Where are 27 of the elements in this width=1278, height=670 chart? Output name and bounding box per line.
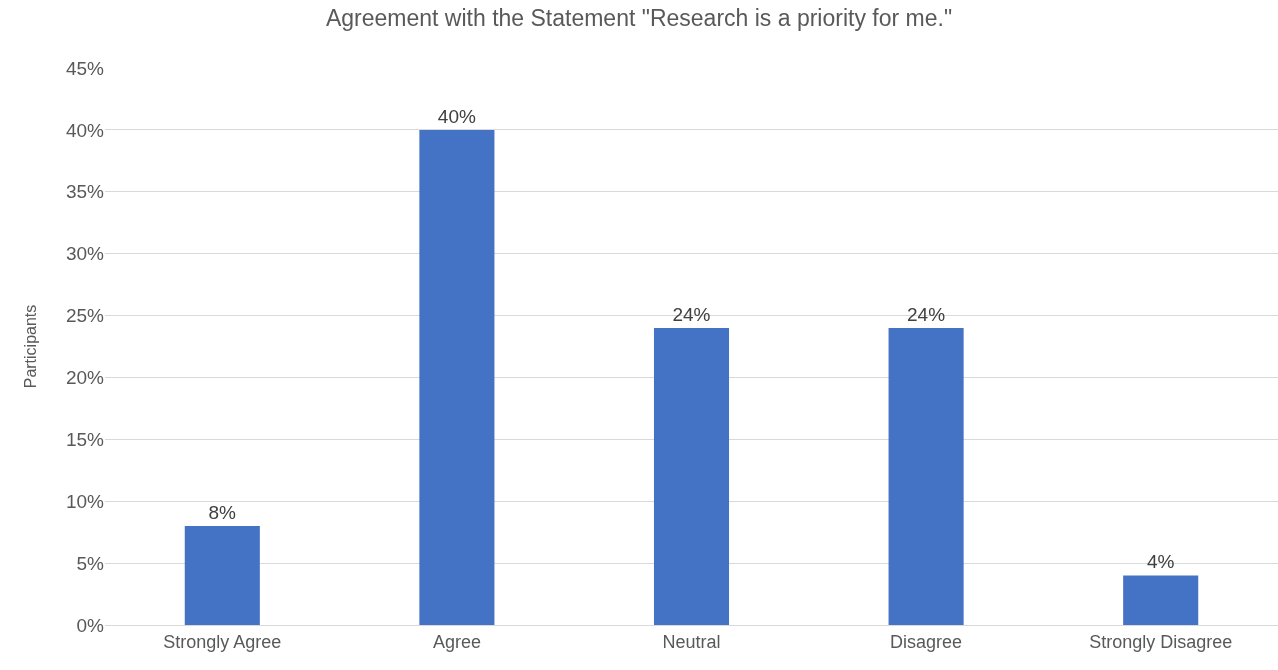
chart-title: Agreement with the Statement "Research is a priority for me.": [325, 5, 953, 32]
y-tick-label: 20%: [65, 367, 105, 389]
y-tick-label: 45%: [65, 57, 105, 79]
data-label: 8%: [208, 501, 237, 523]
x-tick-label: Disagree: [890, 631, 963, 652]
x-tick-label: Strongly Disagree: [1089, 631, 1233, 652]
bar: [419, 129, 495, 625]
x-tick-label: Strongly Agree: [163, 631, 282, 652]
data-label: 24%: [672, 303, 711, 325]
y-tick-label: 0%: [76, 614, 105, 636]
bar: [1123, 575, 1199, 625]
y-tick-label: 5%: [76, 552, 105, 574]
data-label: 24%: [907, 303, 946, 325]
bar: [888, 327, 964, 625]
x-tick-label: Agree: [432, 631, 481, 652]
y-tick-label: 25%: [65, 305, 105, 327]
y-axis-title: Participants: [21, 304, 39, 389]
y-tick-label: 40%: [65, 119, 105, 141]
y-tick-label: 30%: [65, 243, 105, 265]
data-label: 40%: [437, 105, 476, 127]
bar: [184, 525, 260, 625]
y-tick-label: 10%: [65, 490, 105, 512]
x-tick-label: Neutral: [662, 631, 721, 652]
y-tick-label: 35%: [65, 181, 105, 203]
y-tick-label: 15%: [65, 428, 105, 450]
data-label: 4%: [1146, 551, 1175, 573]
bar: [653, 327, 730, 625]
